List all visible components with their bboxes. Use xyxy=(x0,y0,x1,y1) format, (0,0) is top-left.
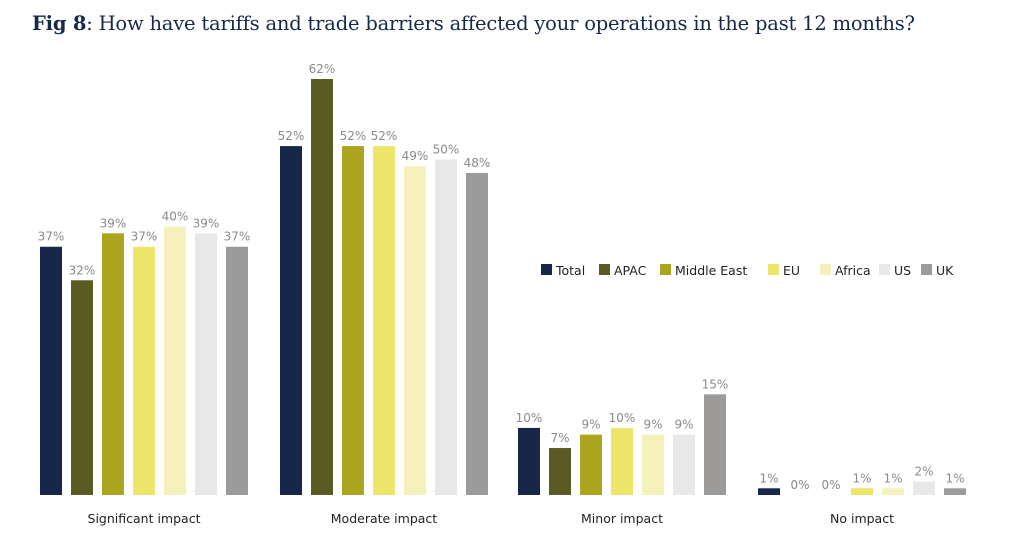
bar-middle-east-1 xyxy=(342,146,364,495)
bar-apac-2 xyxy=(549,448,571,495)
value-label: 39% xyxy=(193,216,220,230)
legend: Total APAC Middle East EU Africa US UK xyxy=(541,263,954,278)
value-label: 0% xyxy=(821,478,840,492)
value-label: 9% xyxy=(581,418,600,432)
bar-total-2 xyxy=(518,427,540,495)
category-label: Minor impact xyxy=(581,511,663,526)
category-label: No impact xyxy=(830,511,894,526)
bar-eu-2 xyxy=(611,427,633,495)
legend-swatch xyxy=(660,264,671,275)
bar-total-1 xyxy=(280,146,302,495)
value-label: 40% xyxy=(162,210,189,224)
bar-middle-east-0 xyxy=(102,233,124,496)
value-label: 7% xyxy=(550,431,569,445)
legend-label: Middle East xyxy=(675,263,747,278)
bar-africa-0 xyxy=(164,226,186,495)
bar-africa-1 xyxy=(404,166,426,495)
bar-total-0 xyxy=(40,246,62,495)
bar-us-2 xyxy=(673,434,695,495)
value-label: 1% xyxy=(945,471,964,485)
legend-swatch xyxy=(820,264,831,275)
category-labels-layer: Significant impact Moderate impact Minor i… xyxy=(88,511,895,526)
bar-apac-0 xyxy=(71,280,93,495)
value-label: 49% xyxy=(402,149,429,163)
value-label: 9% xyxy=(674,418,693,432)
bar-uk-2 xyxy=(704,394,726,495)
value-label: 9% xyxy=(643,418,662,432)
bar-middle-east-2 xyxy=(580,434,602,495)
value-label: 37% xyxy=(38,230,65,244)
bar-apac-1 xyxy=(311,79,333,495)
value-label: 37% xyxy=(131,230,158,244)
bar-africa-3 xyxy=(882,488,904,495)
bar-africa-2 xyxy=(642,434,664,495)
legend-swatch xyxy=(879,264,890,275)
legend-label: Total xyxy=(555,263,585,278)
value-label: 1% xyxy=(759,471,778,485)
value-label: 1% xyxy=(883,471,902,485)
value-label: 15% xyxy=(702,377,729,391)
bar-eu-3 xyxy=(851,488,873,495)
value-label: 0% xyxy=(790,478,809,492)
legend-swatch xyxy=(921,264,932,275)
value-label: 1% xyxy=(852,471,871,485)
figure-number: Fig 8 xyxy=(32,12,87,35)
category-label: Significant impact xyxy=(88,511,201,526)
legend-label: Africa xyxy=(835,263,871,278)
bar-eu-0 xyxy=(133,246,155,495)
bar-uk-1 xyxy=(466,172,488,495)
legend-label: EU xyxy=(783,263,800,278)
bar-uk-3 xyxy=(944,488,966,495)
value-label: 2% xyxy=(914,465,933,479)
bar-us-1 xyxy=(435,159,457,496)
legend-label: US xyxy=(894,263,911,278)
value-label: 52% xyxy=(371,129,398,143)
bar-eu-1 xyxy=(373,146,395,495)
legend-swatch xyxy=(599,264,610,275)
bar-uk-0 xyxy=(226,246,248,495)
value-label: 39% xyxy=(100,216,127,230)
legend-label: APAC xyxy=(614,263,647,278)
legend-swatch xyxy=(541,264,552,275)
chart-title: Fig 8: How have tariffs and trade barrie… xyxy=(32,12,915,35)
value-label: 52% xyxy=(340,129,367,143)
value-label: 52% xyxy=(278,129,305,143)
category-label: Moderate impact xyxy=(331,511,438,526)
value-labels-layer: 37% 32% 39% 37% 40% 39% 37% 52% 62% 52% 52% 49% 50% 4… xyxy=(38,62,965,492)
value-label: 62% xyxy=(309,62,336,76)
value-label: 32% xyxy=(69,263,96,277)
bar-us-0 xyxy=(195,233,217,496)
legend-label: UK xyxy=(936,263,954,278)
bar-us-3 xyxy=(913,481,935,495)
value-label: 48% xyxy=(464,156,491,170)
bars-layer xyxy=(40,79,966,496)
value-label: 10% xyxy=(516,411,543,425)
title-text: : How have tariffs and trade barriers af… xyxy=(86,12,915,35)
value-label: 10% xyxy=(609,411,636,425)
value-label: 37% xyxy=(224,230,251,244)
value-label: 50% xyxy=(433,143,460,157)
legend-swatch xyxy=(768,264,779,275)
bar-total-3 xyxy=(758,488,780,495)
